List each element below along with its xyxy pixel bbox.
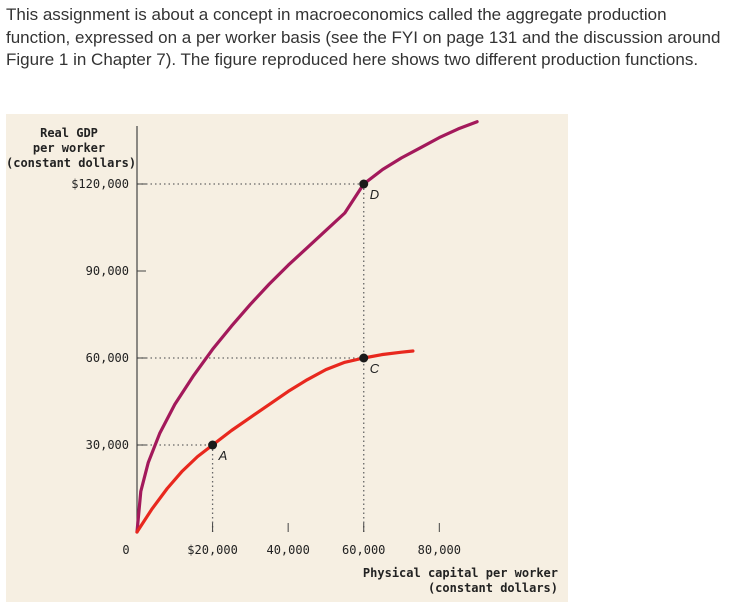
chart-plot: 30,000 60,000 90,000 $120,000 0 $20,000 40,000… <box>71 120 479 557</box>
point-label-a: A <box>218 448 228 463</box>
x-tick-label: 80,000 <box>418 543 461 557</box>
intro-paragraph: This assignment is about a concept in ma… <box>6 5 721 69</box>
point-label-c: C <box>370 361 380 376</box>
y-tick-label: $120,000 <box>71 177 129 191</box>
x-tick-label: 40,000 <box>266 543 309 557</box>
point-label-d: D <box>370 187 379 202</box>
y-tick-label: 60,000 <box>86 351 129 365</box>
production-function-figure: Real GDP per worker (constant dollars) 3… <box>6 114 568 602</box>
production-curve-upper <box>135 120 479 534</box>
y-tick-label: 90,000 <box>86 264 129 278</box>
y-axis-title-line-1: Real GDP <box>40 126 98 140</box>
y-axis-title-line-3: (constant dollars) <box>6 156 137 170</box>
x-axis-title-line-2: (constant dollars) <box>427 581 558 595</box>
production-curve-lower <box>135 349 415 534</box>
point-d <box>359 179 369 189</box>
point-a <box>208 440 218 450</box>
x-tick-label: $20,000 <box>187 543 238 557</box>
point-c <box>359 353 369 363</box>
y-axis-title-line-2: per worker <box>32 141 106 155</box>
x-tick-label: 0 <box>122 543 129 557</box>
y-axis-title: Real GDP per worker (constant dollars) <box>6 126 137 171</box>
x-tick-label: 60,000 <box>342 543 385 557</box>
x-axis-title-line-1: Physical capital per worker <box>362 566 558 580</box>
x-axis-title: Physical capital per worker (constant do… <box>363 566 558 596</box>
y-tick-label: 30,000 <box>86 438 129 452</box>
